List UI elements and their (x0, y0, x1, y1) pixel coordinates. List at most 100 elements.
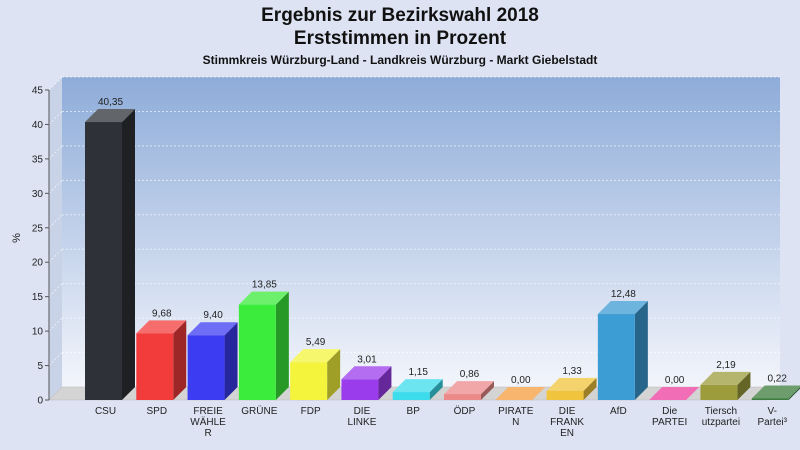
data-label: 1,15 (408, 367, 428, 378)
category-label: BP (407, 406, 421, 417)
gridline (48, 145, 63, 160)
bar-side (327, 349, 341, 400)
category-label: utzpartei (702, 417, 740, 428)
bar-top (546, 377, 597, 391)
data-labels: 40,35 9,68 9,40 13,85 5,49 3,01 1,15 0,86 0,00 1,… (98, 97, 787, 386)
y-tick-label: 5 (37, 361, 43, 372)
category-label: Tiersch (705, 406, 737, 417)
bar-top (700, 371, 751, 385)
y-tick-label: 25 (32, 223, 44, 234)
category-label: AfD (610, 406, 627, 417)
y-tick-label: 35 (32, 154, 44, 165)
bar-front (85, 122, 122, 401)
y-tick-label: 10 (32, 327, 44, 338)
bar-top (495, 387, 546, 400)
category-label: FRANK (550, 417, 584, 428)
data-label: 9,40 (203, 310, 223, 321)
category-label: V- (767, 406, 776, 417)
bar-front (546, 390, 584, 400)
bar-top (444, 381, 494, 395)
bar-front (290, 362, 328, 400)
bar (751, 385, 800, 400)
y-tick-label: 20 (32, 258, 44, 269)
data-label: 3,01 (357, 354, 377, 365)
bar (136, 320, 187, 400)
data-label: 0,22 (767, 373, 787, 384)
category-label: Die (662, 406, 677, 417)
gridlines (48, 76, 780, 366)
bar (187, 322, 238, 400)
bar-side (378, 366, 392, 400)
category-label: SPD (147, 406, 168, 417)
data-label: 0,86 (460, 369, 480, 380)
bar-front (700, 384, 738, 400)
category-label: EN (560, 428, 574, 439)
bar-front (444, 394, 481, 400)
category-label: GRÜNE (241, 405, 277, 417)
bar-front (187, 335, 225, 400)
bar-top (136, 320, 187, 334)
category-label: R (204, 428, 211, 439)
bar (495, 387, 546, 400)
data-label: 40,35 (98, 97, 123, 108)
y-tick-label: 40 (32, 120, 44, 131)
category-label: DIE (354, 406, 371, 417)
gridline (48, 283, 63, 298)
category-label: CSU (95, 406, 116, 417)
data-label: 0,00 (665, 375, 685, 386)
bar-front (751, 398, 789, 400)
category-label: PIRATE (498, 406, 534, 417)
bar-top (392, 379, 443, 393)
bar-side (429, 379, 443, 400)
category-label: PARTEI (652, 417, 687, 428)
gridline (48, 248, 63, 263)
gridline (48, 317, 63, 332)
category-label: LINKE (347, 417, 376, 428)
bar-side (788, 387, 800, 400)
chart-title-line-2: Erststimmen in Prozent (293, 28, 507, 49)
chart-title-block: Ergebnis zur Bezirkswahl 2018 Erststimme… (0, 4, 800, 67)
chart-title-line-1: Ergebnis zur Bezirkswahl 2018 (261, 5, 539, 26)
category-label: ÖDP (454, 405, 476, 417)
bar-top (187, 322, 238, 336)
bar-top (597, 301, 648, 315)
data-label: 9,68 (152, 308, 172, 319)
bar-top (238, 291, 289, 305)
bar-side (224, 322, 238, 400)
category-label: WÄHLE (190, 416, 226, 428)
gridline (48, 214, 63, 229)
bar-side (122, 109, 135, 401)
bar-side (583, 377, 597, 400)
bar (341, 366, 392, 400)
bar-top (649, 387, 700, 400)
data-label: 2,19 (716, 360, 736, 371)
y-axis: 0 5 10 15 20 25 30 35 40 45 (32, 86, 50, 407)
y-tick-label: 0 (37, 396, 43, 407)
bar (238, 291, 289, 400)
bar-front (341, 379, 379, 400)
bar (649, 387, 700, 400)
bar (700, 371, 751, 400)
data-label: 13,85 (252, 280, 277, 291)
data-label: 12,48 (611, 289, 636, 300)
bar (597, 301, 648, 400)
bar (85, 109, 135, 401)
gridline (48, 76, 63, 91)
y-tick-label: 45 (32, 86, 44, 97)
bar (392, 379, 443, 400)
data-label: 0,00 (511, 375, 531, 386)
gridline (48, 352, 63, 366)
bar (290, 349, 341, 400)
bar-side (737, 371, 751, 400)
bar-side (634, 301, 648, 400)
bar-top (290, 349, 341, 363)
bar-side (173, 320, 187, 400)
category-label: N (512, 417, 519, 428)
category-label: Partei³ (757, 417, 787, 428)
bar-side (481, 381, 494, 400)
bar-side (275, 291, 289, 400)
bar-front (238, 304, 276, 400)
category-label: FDP (301, 406, 321, 417)
